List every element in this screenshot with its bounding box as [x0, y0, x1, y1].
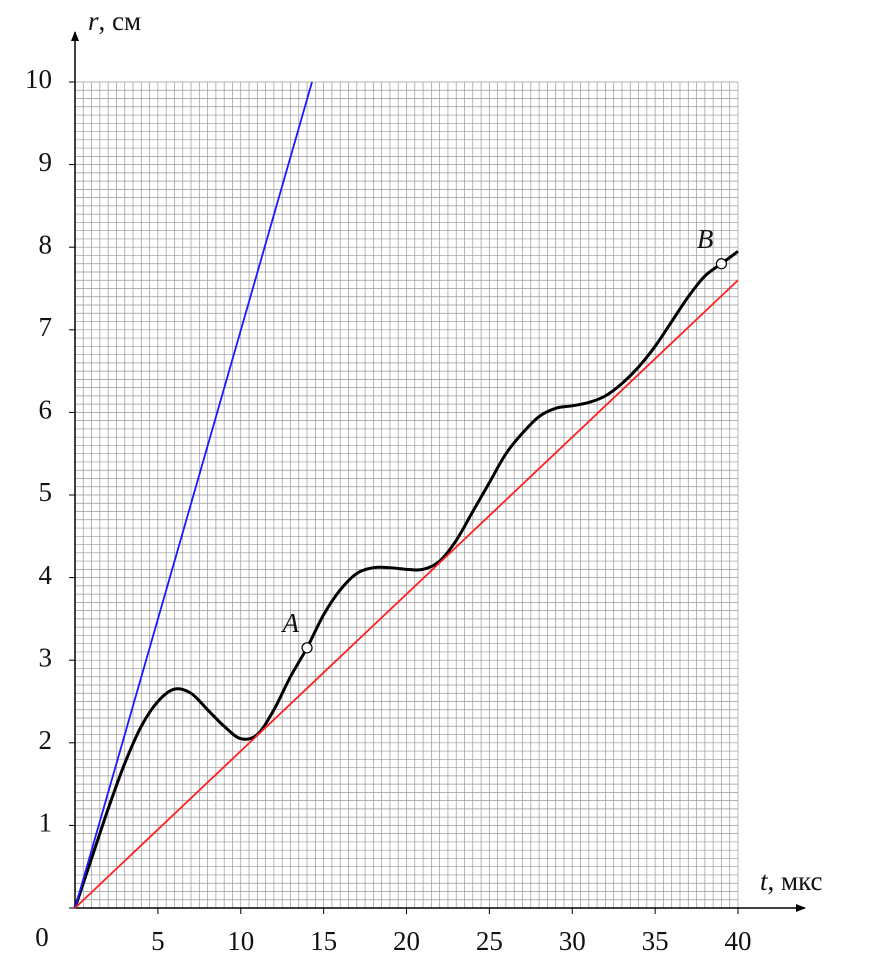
- y-axis-label: r, см: [88, 6, 141, 36]
- x-tick-label: 25: [476, 926, 503, 956]
- y-tick-label: 4: [39, 560, 53, 590]
- y-var: r: [88, 6, 99, 36]
- y-tick-label: 2: [39, 725, 53, 755]
- x-tick-label: 20: [393, 926, 420, 956]
- x-tick-label: 5: [151, 926, 165, 956]
- point-marker: [715, 258, 728, 270]
- x-tick-label: 10: [227, 926, 254, 956]
- y-tick-label: 3: [39, 642, 53, 672]
- y-tick-label: 6: [39, 395, 53, 425]
- series-line: [73, 250, 739, 909]
- y-tick-label: 9: [39, 147, 53, 177]
- x-tick-label: 35: [642, 926, 669, 956]
- point-label: B: [697, 224, 714, 254]
- x-axis-label: t, мкс: [760, 866, 823, 896]
- y-tick-label: 7: [39, 312, 53, 342]
- y-tick-label: 0: [35, 922, 49, 952]
- y-tick-label: 5: [39, 477, 53, 507]
- x-tick-label: 40: [725, 926, 752, 956]
- point-label: A: [281, 608, 300, 638]
- y-unit: , см: [99, 6, 142, 36]
- series-line: [74, 81, 313, 909]
- y-tick-label: 1: [39, 808, 53, 838]
- x-unit: , мкс: [768, 866, 823, 896]
- grid: [74, 81, 739, 909]
- x-var: t: [760, 866, 769, 896]
- y-tick-label: 8: [39, 229, 53, 259]
- point-marker: [301, 642, 313, 654]
- x-tick-label: 30: [559, 926, 586, 956]
- series-line: [74, 279, 739, 909]
- x-tick-label: 15: [310, 926, 337, 956]
- y-tick-label: 10: [25, 64, 52, 94]
